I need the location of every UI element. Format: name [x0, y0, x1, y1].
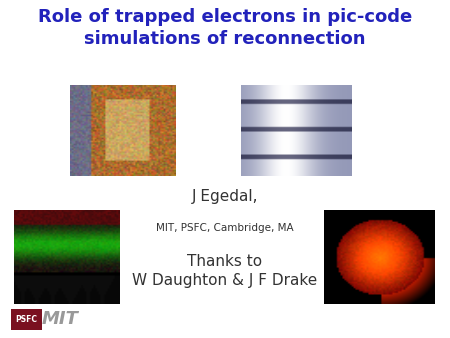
Text: J Egedal,: J Egedal,: [192, 189, 258, 204]
Text: MIT: MIT: [42, 310, 79, 329]
Text: Thanks to
W Daughton & J F Drake: Thanks to W Daughton & J F Drake: [132, 254, 318, 288]
Text: PSFC: PSFC: [15, 315, 37, 324]
FancyBboxPatch shape: [11, 309, 42, 330]
Text: Role of trapped electrons in pic-code
simulations of reconnection: Role of trapped electrons in pic-code si…: [38, 8, 412, 48]
Text: MIT, PSFC, Cambridge, MA: MIT, PSFC, Cambridge, MA: [156, 223, 294, 233]
